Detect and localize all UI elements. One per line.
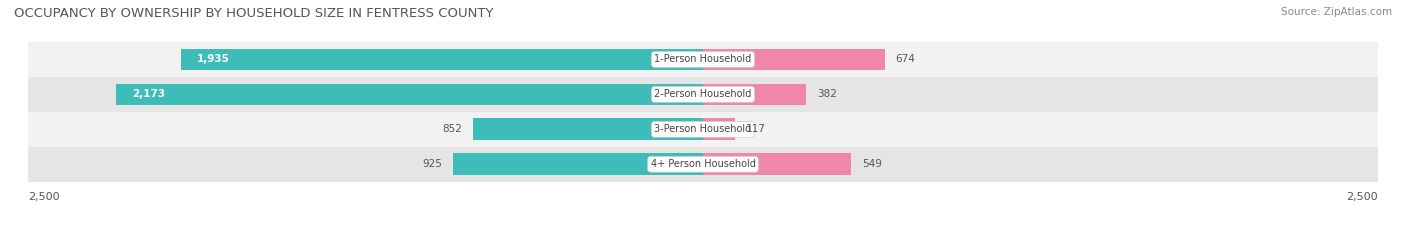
Bar	[28, 112, 1378, 147]
Bar	[703, 84, 806, 105]
Text: 2,500: 2,500	[1347, 192, 1378, 202]
Text: 117: 117	[745, 124, 765, 134]
Text: 382: 382	[817, 89, 837, 99]
Text: 4+ Person Household: 4+ Person Household	[651, 159, 755, 169]
Bar	[703, 49, 884, 70]
Bar	[472, 118, 703, 140]
Text: 925: 925	[423, 159, 443, 169]
Bar	[703, 154, 851, 175]
Text: 2,500: 2,500	[28, 192, 59, 202]
Text: 3-Person Household: 3-Person Household	[654, 124, 752, 134]
Bar	[28, 147, 1378, 182]
Text: OCCUPANCY BY OWNERSHIP BY HOUSEHOLD SIZE IN FENTRESS COUNTY: OCCUPANCY BY OWNERSHIP BY HOUSEHOLD SIZE…	[14, 7, 494, 20]
Bar	[453, 154, 703, 175]
Bar	[180, 49, 703, 70]
Bar	[117, 84, 703, 105]
Text: 549: 549	[862, 159, 882, 169]
Text: Source: ZipAtlas.com: Source: ZipAtlas.com	[1281, 7, 1392, 17]
Bar	[28, 77, 1378, 112]
Bar	[28, 42, 1378, 77]
Text: 2-Person Household: 2-Person Household	[654, 89, 752, 99]
Text: 1-Person Household: 1-Person Household	[654, 55, 752, 64]
Text: 852: 852	[443, 124, 463, 134]
Bar	[703, 118, 734, 140]
Text: 1,935: 1,935	[197, 55, 229, 64]
Text: 2,173: 2,173	[132, 89, 166, 99]
Text: 674: 674	[896, 55, 915, 64]
